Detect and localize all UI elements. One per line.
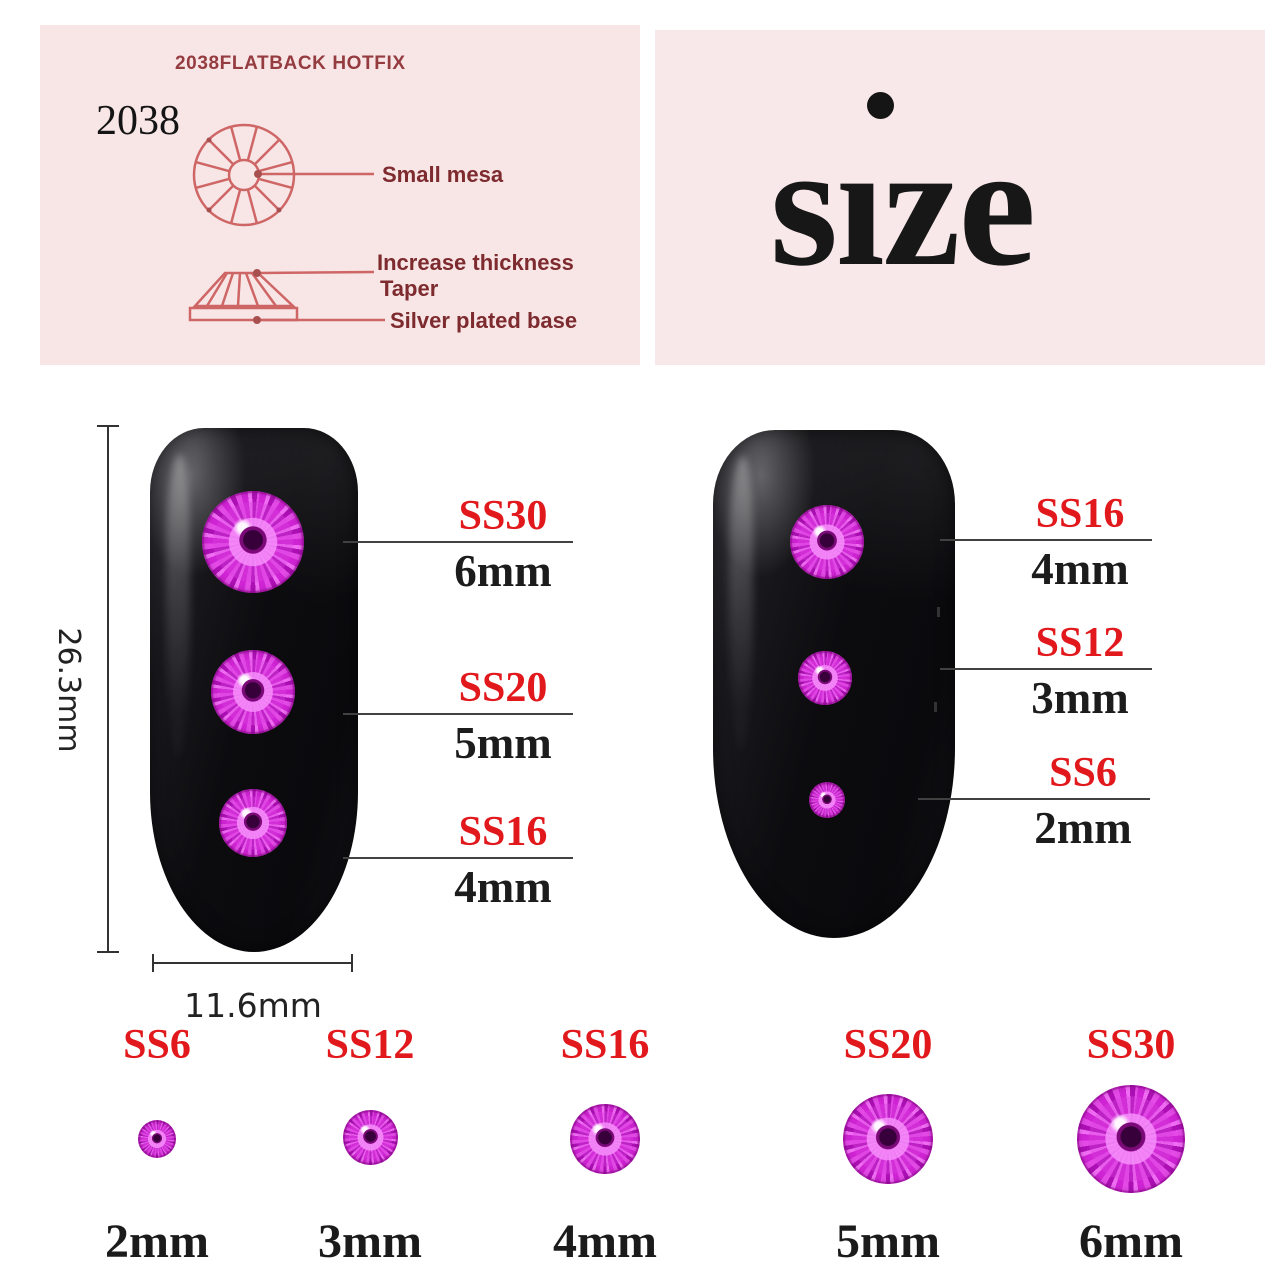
callout-ss16-right: SS16 4mm (940, 493, 1152, 593)
callout-line (918, 798, 1150, 800)
rhinestone-ss20 (211, 650, 295, 734)
rhinestone-swatch (138, 1120, 176, 1158)
size-mm: 2mm (105, 1215, 209, 1268)
dim-line-horizontal (153, 962, 353, 964)
size-code: SS12 (325, 1022, 415, 1068)
rhinestone-ss6 (809, 782, 845, 818)
callout-ss6: SS6 2mm (918, 752, 1150, 852)
nail-right (713, 430, 955, 938)
size-title: sıze (770, 108, 1036, 302)
callout-ss16-left: SS16 4mm (343, 811, 573, 911)
spec-header: 2038FLATBACK HOTFIX (175, 53, 406, 74)
callout-line (343, 713, 573, 715)
size-col-ss20: SS20 5mm (803, 1024, 973, 1274)
dim-tick-bottom (97, 951, 119, 953)
size-code: SS16 (560, 1022, 650, 1068)
callout-code: SS16 (458, 809, 548, 855)
rhinestone-diagram-icon (188, 123, 385, 324)
dim-tick-right (351, 954, 353, 972)
rhinestone-swatch (342, 1110, 398, 1165)
callout-size: 4mm (1031, 544, 1129, 594)
callout-line (940, 668, 1152, 670)
callout-code: SS30 (458, 493, 548, 539)
size-mm: 4mm (553, 1215, 657, 1268)
size-code: SS6 (123, 1022, 191, 1068)
i-dot-icon (867, 92, 894, 119)
dim-tick-left (152, 954, 154, 972)
callout-ss20: SS20 5mm (343, 667, 573, 767)
rhinestone-ss12 (798, 651, 852, 705)
callout-size: 4mm (454, 862, 552, 912)
callout-size: 5mm (454, 718, 552, 768)
size-title-panel (655, 30, 1265, 365)
callout-code: SS20 (458, 665, 548, 711)
callout-ss12: SS12 3mm (940, 622, 1152, 722)
size-col-ss30: SS30 6mm (1046, 1024, 1216, 1274)
size-col-ss12: SS12 3mm (285, 1024, 455, 1274)
dim-line-vertical (107, 426, 109, 953)
rhinestone-swatch (843, 1094, 933, 1184)
callout-line (940, 539, 1152, 541)
rhinestone-swatch (570, 1104, 640, 1174)
dim-tick-top (97, 425, 119, 427)
nail-left (150, 428, 358, 952)
label-taper: Taper (380, 276, 439, 301)
nail-height-dim: 26.3mm (51, 627, 86, 753)
rhinestone-swatch (1077, 1085, 1185, 1193)
edge-tick-2 (934, 702, 937, 712)
model-number: 2038 (96, 98, 180, 144)
callout-code: SS12 (1035, 620, 1125, 666)
size-mm: 5mm (836, 1215, 940, 1268)
size-code: SS20 (843, 1022, 933, 1068)
edge-tick-1 (937, 607, 940, 617)
size-mm: 3mm (318, 1215, 422, 1268)
size-col-ss16: SS16 4mm (520, 1024, 690, 1274)
callout-size: 3mm (1031, 673, 1129, 723)
callout-ss30: SS30 6mm (343, 495, 573, 595)
size-mm: 6mm (1079, 1215, 1183, 1268)
label-silver-base: Silver plated base (390, 308, 578, 333)
callout-size: 6mm (454, 546, 552, 596)
callout-code: SS6 (1049, 750, 1117, 796)
callout-line (343, 857, 573, 859)
rhinestone-ss16 (790, 505, 864, 579)
rhinestone-ss30 (202, 491, 304, 593)
size-code: SS30 (1086, 1022, 1176, 1068)
callout-size: 2mm (1034, 803, 1132, 853)
callout-line (343, 541, 573, 543)
label-increase-thickness: Increase thickness (377, 250, 574, 275)
spec-panel: 2038FLATBACK HOTFIX 2038 (40, 25, 640, 365)
label-small-mesa: Small mesa (382, 162, 504, 187)
callout-code: SS16 (1035, 491, 1125, 537)
nail-width-dim: 11.6mm (184, 986, 322, 1025)
size-col-ss6: SS6 2mm (72, 1024, 242, 1274)
rhinestone-ss16 (219, 789, 287, 857)
